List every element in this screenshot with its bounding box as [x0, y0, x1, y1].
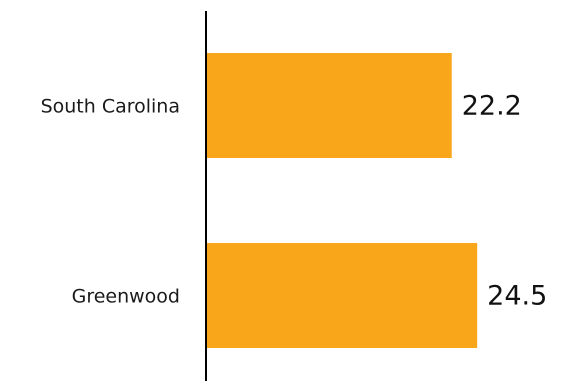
category-label-greenwood: Greenwood [72, 286, 180, 308]
category-labels-group: South Carolina Greenwood [41, 96, 180, 308]
bars-group [206, 53, 478, 348]
bar-south-carolina [206, 53, 452, 158]
value-label-south-carolina: 22.2 [462, 91, 522, 122]
value-labels-group: 22.2 24.5 [462, 91, 548, 312]
value-label-greenwood: 24.5 [487, 281, 547, 312]
category-label-south-carolina: South Carolina [41, 96, 180, 118]
bar-greenwood [206, 243, 478, 348]
